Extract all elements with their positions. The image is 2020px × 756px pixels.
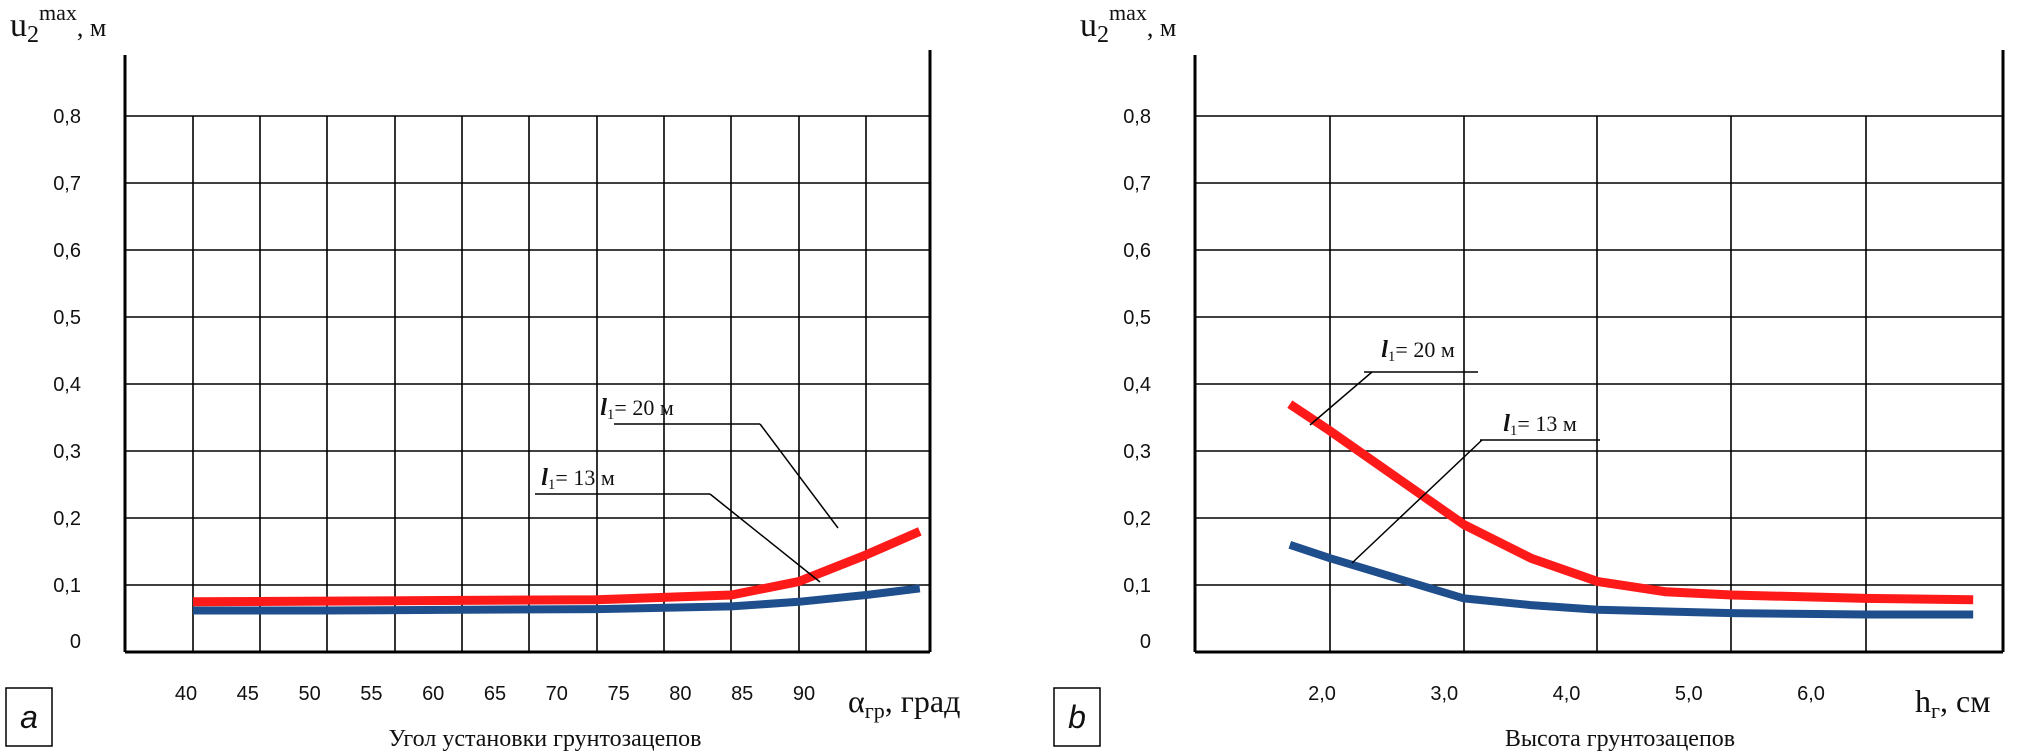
y-axis-title-main: u [1080,7,1097,44]
y-tick-label: 0,5 [1123,307,1151,329]
x-axis-title: αгр, град [848,683,960,723]
series-label-rest: = 20 м [614,395,673,420]
series-label-sub: 1 [1388,349,1396,365]
series-label-sub: 1 [548,477,556,493]
x-tick-label: 3,0 [1430,683,1458,705]
series-label-rest: = 20 м [1395,337,1454,362]
y-tick-label: 0,3 [53,441,81,463]
chart-panel-a: 0 0,1 0,2 0,3 0,4 0,5 0,6 0,7 0,8 40 45 50 55 60 65 70 7… [5,0,960,752]
x-tick-label: 40 [175,683,197,705]
y-tick-label: 0,2 [1123,508,1151,530]
x-tick-label: 5,0 [1675,683,1703,705]
y-tick-label: 0,2 [53,508,81,530]
x-tick-label: 2,0 [1308,683,1336,705]
x-tick-label: 60 [422,683,444,705]
series-label: l1= 13 м [541,465,615,493]
chart-panel-b: 0 0,1 0,2 0,3 0,4 0,5 0,6 0,7 0,8 2,0 3,0 4,0 5,0 6,0… [1053,0,2005,752]
leader-line [709,493,821,583]
series-line [192,527,922,607]
y-tick-label: 0,8 [1123,106,1151,128]
x-tick-label: 70 [546,683,568,705]
y-tick-label: 0,4 [53,374,81,396]
x-tick-label: 80 [669,683,691,705]
series-label-rest: = 13 м [555,465,614,490]
x-axis-caption: Высота грунтозацепов [1505,726,1735,752]
panel-label-box [5,687,53,747]
x-tick-label: 90 [793,683,815,705]
x-tick-label: 85 [731,683,753,705]
series-label-italic: l [1503,411,1510,437]
y-axis-title: u2max, м [1080,0,1176,48]
x-axis-caption: Угол установки грунтозацепов [389,726,702,752]
leader-line [1351,439,1483,564]
series-label: l1= 20 м [600,395,674,423]
y-tick-label: 0,7 [53,173,81,195]
panel-label: b [1068,699,1086,735]
y-tick-label: 0,7 [1123,173,1151,195]
y-tick-label: 0 [1140,631,1151,653]
y-tick-label: 0 [70,631,81,653]
series-line [1288,541,1974,619]
y-axis-title: u2max, м [10,0,106,48]
y-axis-title-sub: 2 [1097,22,1109,48]
y-axis-title-main: u [10,7,27,44]
x-axis-title-sub: гр [865,698,885,723]
y-tick-label: 0,3 [1123,441,1151,463]
y-axis-title-sub: 2 [27,22,39,48]
x-tick-label: 4,0 [1553,683,1581,705]
y-tick-label: 0,1 [1123,575,1151,597]
series-label: l1= 20 м [1381,337,1455,365]
series-line [193,584,921,615]
x-axis-title-unit: , град [885,683,961,719]
leader-line [1309,371,1373,426]
y-axis-title-unit: , м [77,13,106,42]
x-axis-title-unit: , см [1940,683,1990,719]
series-line [1287,400,1974,605]
x-tick-label: 50 [298,683,320,705]
series-label-italic: l [541,465,548,491]
y-axis-title-unit: , м [1147,13,1176,42]
leader-line [759,423,839,529]
y-axis-title-sup: max [1109,0,1147,25]
y-tick-label: 0,8 [53,106,81,128]
y-tick-label: 0,4 [1123,374,1151,396]
series-label-sub: 1 [607,407,615,423]
series-label: l1= 13 м [1503,411,1577,439]
series-label-sub: 1 [1510,423,1518,439]
x-tick-label: 55 [360,683,382,705]
x-axis-title: hг, см [1915,683,1990,723]
x-tick-label: 65 [484,683,506,705]
series-label-rest: = 13 м [1517,411,1576,436]
panel-label: a [20,699,38,735]
x-axis-title-symbol: h [1915,683,1931,719]
series-label-italic: l [1381,337,1388,363]
y-tick-label: 0,6 [1123,240,1151,262]
y-axis-title-sup: max [39,0,77,25]
y-tick-label: 0,6 [53,240,81,262]
x-tick-label: 45 [237,683,259,705]
x-axis-title-sub: г [1931,698,1940,723]
x-tick-label: 6,0 [1797,683,1825,705]
y-tick-label: 0,1 [53,575,81,597]
y-tick-label: 0,5 [53,307,81,329]
panel-label-box [1053,687,1101,747]
series-label-italic: l [600,395,607,421]
x-axis-title-symbol: α [848,683,865,719]
x-tick-label: 75 [607,683,629,705]
